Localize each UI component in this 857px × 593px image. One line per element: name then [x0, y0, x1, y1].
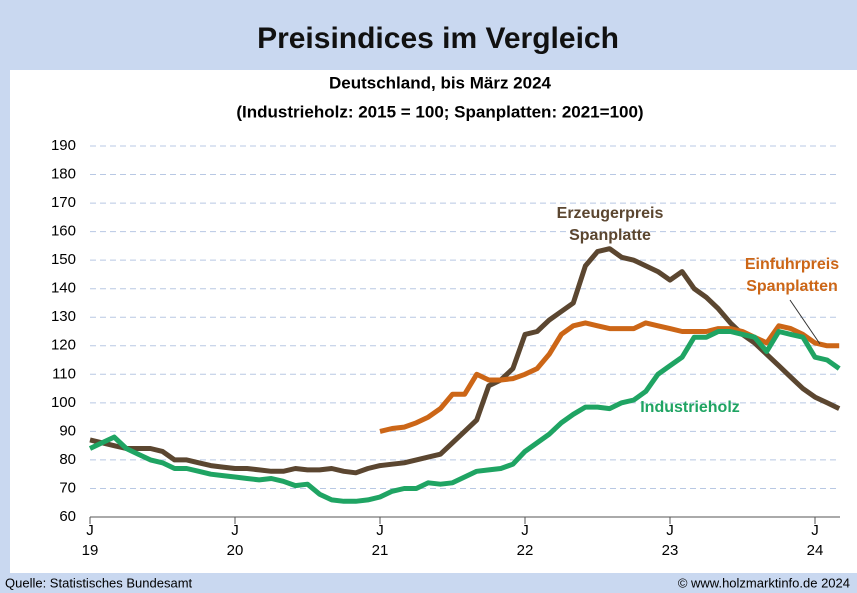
subtitle: Deutschland, bis März 2024: [329, 73, 552, 92]
annotation: Einfuhrpreis: [745, 256, 839, 273]
y-tick-label: 100: [51, 394, 76, 411]
x-tick-label: 21: [372, 542, 389, 559]
source: Quelle: Statistisches Bundesamt: [5, 575, 193, 590]
annotation: Spanplatte: [569, 227, 651, 244]
x-tick-label: 20: [227, 542, 244, 559]
y-tick-label: 110: [52, 365, 76, 382]
y-tick-label: 180: [51, 166, 76, 183]
series-line: [88, 329, 841, 504]
plot-background: [10, 70, 857, 573]
credit: © www.holzmarktinfo.de 2024: [678, 575, 850, 590]
x-tick-label: J: [86, 522, 94, 539]
x-tick-label: J: [376, 522, 384, 539]
annotation: Erzeugerpreis: [557, 205, 664, 222]
y-tick-label: 170: [51, 194, 76, 211]
y-tick-label: 140: [51, 280, 76, 297]
series-line: [89, 246, 841, 476]
x-tick-label: J: [521, 522, 529, 539]
chart-title: Preisindices im Vergleich: [257, 22, 619, 55]
y-tick-label: 90: [59, 422, 76, 439]
x-tick-label: 22: [517, 542, 534, 559]
subtitle: (Industrieholz: 2015 = 100; Spanplatten:…: [236, 102, 643, 121]
x-tick-label: J: [231, 522, 239, 539]
y-tick-label: 150: [51, 251, 76, 268]
annotation: Spanplatten: [746, 278, 838, 295]
series-line: [379, 320, 840, 434]
annotation-pointer: [789, 299, 821, 345]
y-tick-label: 60: [59, 508, 76, 525]
x-tick-label: J: [666, 522, 674, 539]
y-tick-label: 190: [51, 137, 76, 154]
x-tick-label: 24: [807, 542, 824, 559]
y-tick-label: 70: [59, 479, 76, 496]
annotation: Industrieholz: [640, 399, 740, 416]
y-tick-label: 80: [59, 451, 76, 468]
x-tick-label: J: [811, 522, 819, 539]
y-tick-label: 120: [51, 337, 76, 354]
y-tick-label: 130: [51, 308, 76, 325]
x-tick-label: 23: [662, 542, 679, 559]
x-tick-label: 19: [82, 542, 99, 559]
y-tick-label: 160: [51, 223, 76, 240]
